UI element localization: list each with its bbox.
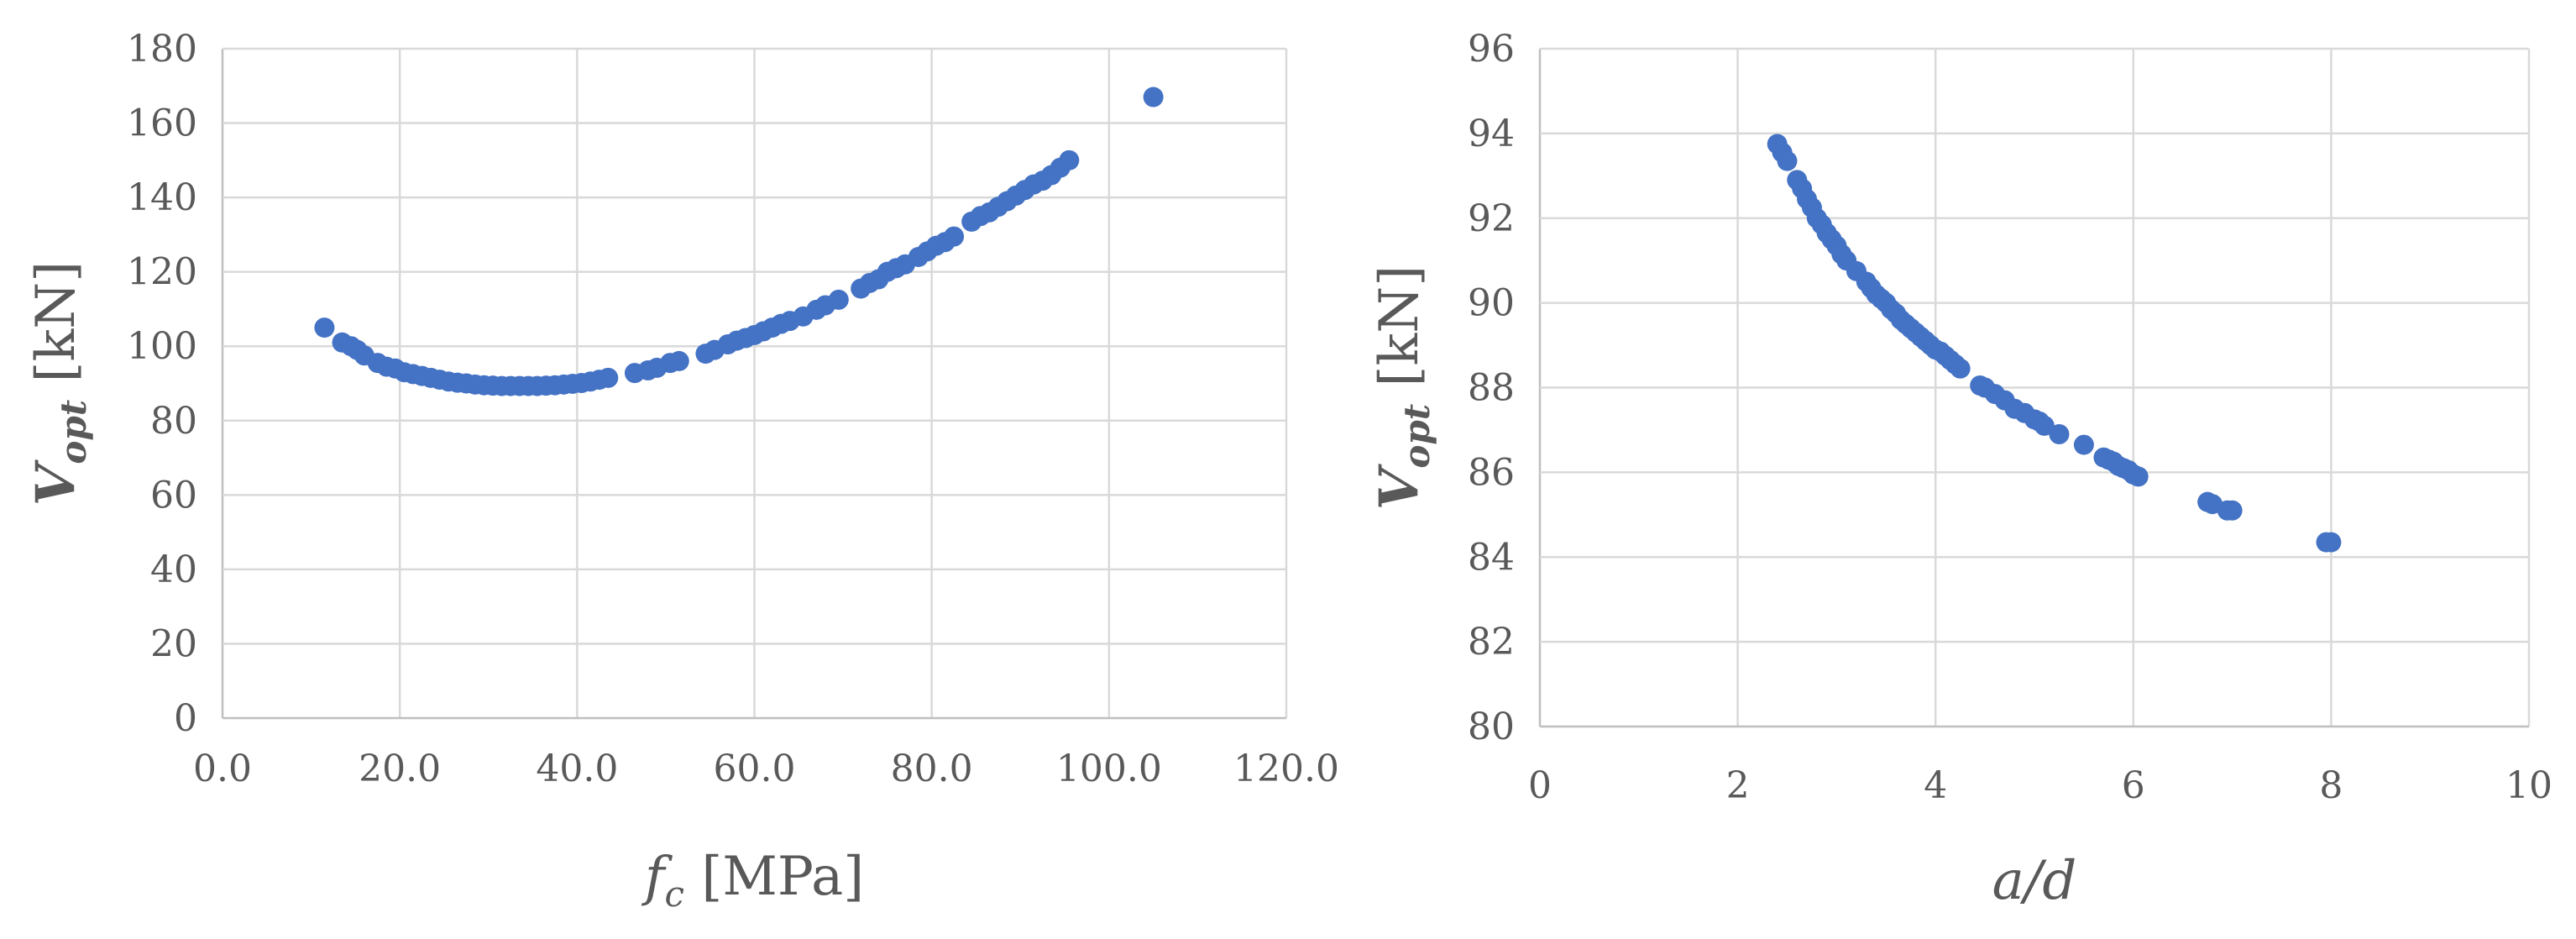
data-point <box>2073 434 2094 455</box>
data-point <box>668 350 689 371</box>
y-axis-title: Vopt [kN] <box>24 261 94 506</box>
data-point <box>1143 87 1164 108</box>
x-tick-label: 0 <box>1528 764 1552 807</box>
x-tick-label: 2 <box>1726 764 1750 807</box>
x-tick-label: 40.0 <box>536 748 618 790</box>
data-point <box>2034 415 2055 436</box>
x-tick-label: 100.0 <box>1056 748 1162 790</box>
x-tick-label: 6 <box>2122 764 2145 807</box>
data-point <box>2128 466 2149 487</box>
y-tick-label: 88 <box>1468 367 1515 410</box>
y-tick-label: 82 <box>1468 621 1515 664</box>
y-tick-label: 96 <box>1468 28 1515 71</box>
data-point <box>598 367 619 388</box>
y-tick-label: 80 <box>1468 706 1515 748</box>
chart-right: 0 2 4 6 8 10 80 82 84 86 88 90 92 94 96 a/d Vopt [kN] <box>1368 28 2552 912</box>
data-point <box>1777 150 1798 171</box>
data-point <box>314 317 335 338</box>
y-tick-label: 20 <box>150 622 197 665</box>
y-tick-label: 60 <box>150 474 197 517</box>
data-point <box>828 289 849 310</box>
y-axis-title: Vopt [kN] <box>1368 265 1437 511</box>
y-tick-label: 0 <box>174 697 197 740</box>
data-point <box>1950 358 1971 379</box>
x-tick-label: 80.0 <box>891 748 973 790</box>
y-tick-label: 40 <box>150 548 197 591</box>
data-point <box>1059 150 1080 170</box>
data-point <box>944 226 965 247</box>
x-tick-label: 60.0 <box>714 748 796 790</box>
y-tick-label: 84 <box>1468 536 1515 579</box>
y-tick-label: 120 <box>127 251 197 294</box>
y-tick-label: 160 <box>127 102 197 145</box>
y-tick-label: 90 <box>1468 282 1515 325</box>
y-tick-label: 86 <box>1468 451 1515 494</box>
x-tick-label: 8 <box>2319 764 2343 807</box>
y-tick-label: 140 <box>127 176 197 219</box>
chart-left: 0.0 20.0 40.0 60.0 80.0 100.0 120.0 0 20 40 60 80 10… <box>24 28 1339 915</box>
x-axis-title: a/d <box>1992 850 2077 912</box>
data-point <box>2321 532 2342 553</box>
y-tick-label: 180 <box>127 28 197 71</box>
data-point <box>2222 500 2243 521</box>
x-tick-label: 4 <box>1924 764 1947 807</box>
y-tick-label: 92 <box>1468 197 1515 240</box>
y-tick-label: 94 <box>1468 113 1515 155</box>
x-tick-label: 120.0 <box>1233 748 1339 790</box>
data-point <box>2049 423 2070 444</box>
x-axis-title: fc [MPa] <box>641 846 864 915</box>
x-tick-label: 20.0 <box>359 748 441 790</box>
y-tick-label: 80 <box>150 400 197 443</box>
y-tick-label: 100 <box>127 325 197 368</box>
x-tick-label: 0.0 <box>193 748 252 790</box>
x-tick-label: 10 <box>2505 764 2552 807</box>
